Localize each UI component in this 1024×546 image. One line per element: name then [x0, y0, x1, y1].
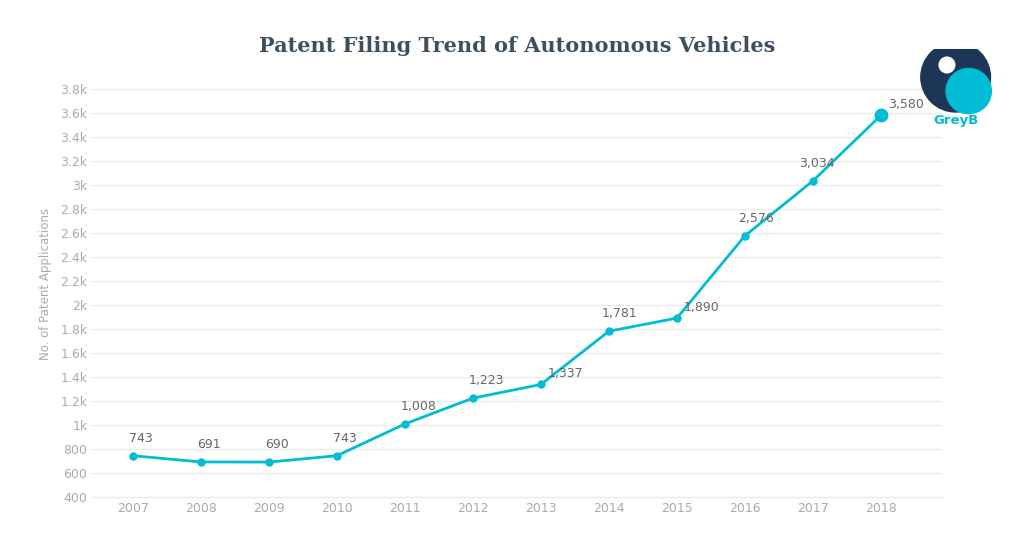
Text: 1,337: 1,337	[548, 367, 584, 380]
Text: GreyB: GreyB	[933, 114, 978, 127]
Circle shape	[921, 43, 990, 112]
Text: 691: 691	[197, 438, 220, 451]
Text: 2,576: 2,576	[738, 212, 774, 225]
Text: 1,890: 1,890	[684, 301, 720, 314]
Y-axis label: No. of Patent Applications: No. of Patent Applications	[39, 208, 52, 360]
Circle shape	[946, 68, 991, 114]
Text: 3,034: 3,034	[799, 157, 835, 170]
Text: 743: 743	[333, 431, 356, 444]
Text: 743: 743	[129, 431, 153, 444]
Text: 690: 690	[265, 438, 289, 451]
Title: Patent Filing Trend of Autonomous Vehicles: Patent Filing Trend of Autonomous Vehicl…	[259, 35, 775, 56]
Text: 1,223: 1,223	[469, 374, 504, 387]
Circle shape	[939, 57, 954, 73]
Text: 3,580: 3,580	[888, 98, 924, 111]
Text: 1,781: 1,781	[602, 307, 638, 320]
Text: 1,008: 1,008	[400, 400, 436, 413]
